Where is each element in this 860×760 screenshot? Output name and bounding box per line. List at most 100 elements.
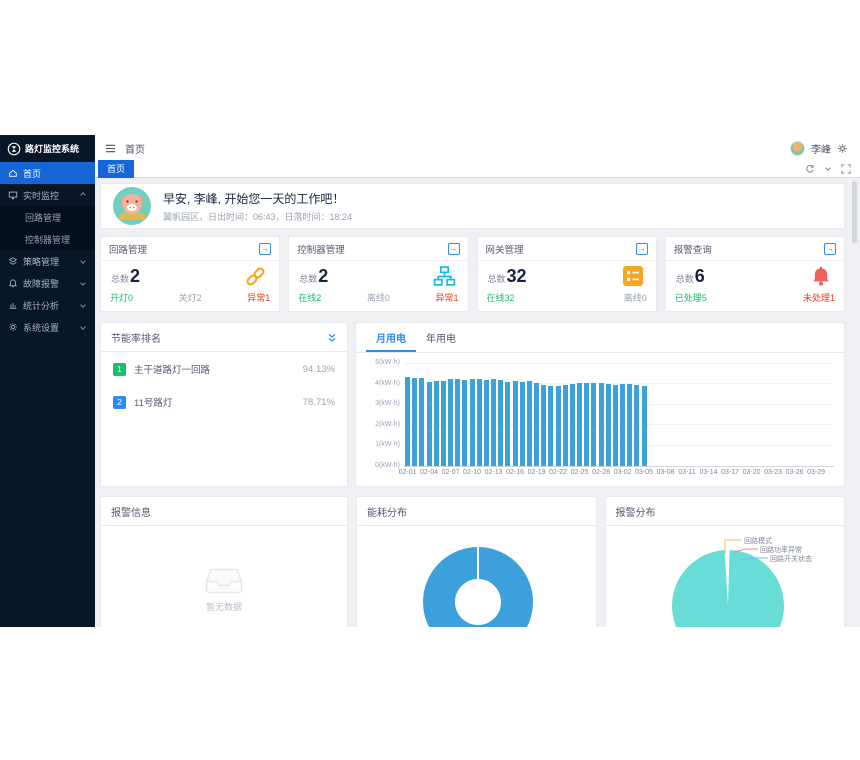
- sidebar-submenu: 回路管理 控制器管理: [0, 206, 95, 250]
- tab-monthly-usage[interactable]: 月用电: [366, 323, 416, 352]
- sitemap-icon: [433, 265, 455, 286]
- bar-chart-plot: 0(kW·h) 1(kW·h) 2(kW·h) 3(kW·h) 4(kW·h) 5(kW·…: [375, 359, 834, 476]
- energy-donut-chart: [423, 546, 533, 627]
- card-title: 回路管理: [109, 245, 148, 256]
- card-title: 报警查询: [673, 245, 712, 256]
- controller-total: 2: [318, 265, 329, 286]
- empty-state: 暂无数据: [101, 526, 347, 627]
- energy-distribution-panel: 能耗分布: [356, 496, 597, 627]
- alarm-total: 6: [694, 265, 705, 286]
- gear-icon: [9, 323, 17, 331]
- layers-icon: [8, 257, 18, 265]
- sidebar-nav: 首页 实时监控 回路管理 控制器管理: [0, 162, 95, 338]
- empty-inbox-icon: [205, 568, 243, 594]
- app-logo: 路灯监控系统: [0, 135, 95, 162]
- refresh-icon[interactable]: [805, 164, 815, 174]
- usage-tabs: 月用电 年用电: [356, 323, 844, 353]
- handled-stat: 已处理5: [674, 293, 707, 303]
- energy-usage-panel: 月用电 年用电 0(kW·h) 1(kW·h) 2(kW·h) 3(kW·h) 4(kW…: [355, 322, 845, 487]
- app-title: 路灯监控系统: [25, 144, 80, 154]
- pie-label-circuit-mode: 回路模式: [744, 536, 772, 545]
- pie-label-power-abnormal: 回路功率异常: [760, 545, 802, 554]
- rank-badge: 1: [113, 362, 126, 376]
- lights-off-stat: 关灯2: [178, 293, 202, 303]
- chevron-down-icon: [80, 280, 86, 286]
- card-title: 网关管理: [485, 245, 524, 256]
- sidebar-item-settings[interactable]: 系统设置: [0, 316, 95, 338]
- circuit-total: 2: [130, 265, 141, 286]
- offline-stat: 离线0: [623, 293, 647, 303]
- alert-bell-icon: [9, 279, 17, 288]
- welcome-banner: 早安, 李峰, 开始您一天的工作吧！ 翼帆园区，日出时间：06:43，日落时间：…: [100, 183, 845, 229]
- gateway-total: 32: [506, 265, 527, 286]
- sidebar-item-controller-mgmt[interactable]: 控制器管理: [25, 234, 71, 245]
- username[interactable]: 李峰: [811, 144, 831, 156]
- menu-collapse-icon[interactable]: [105, 143, 116, 154]
- panel-title: 报警分布: [615, 508, 656, 519]
- tab-home[interactable]: 首页: [98, 160, 135, 178]
- alarm-info-panel: 报警信息 暂无数据: [100, 496, 348, 627]
- alarm-distribution-panel: 报警分布 回路模式 回路功率异常 回路开关状态: [604, 496, 845, 627]
- stat-cards-row: 回路管理 → 总数2 开灯0 关灯2: [100, 236, 845, 312]
- sidebar-item-realtime-monitor[interactable]: 实时监控: [0, 184, 95, 206]
- main-area: 首页 李峰 首页: [95, 135, 860, 627]
- sidebar-item-home[interactable]: 首页: [0, 162, 95, 184]
- fullscreen-icon[interactable]: [841, 164, 851, 174]
- tab-yearly-usage[interactable]: 年用电: [426, 334, 456, 345]
- saving-rate: 94.13%: [302, 363, 335, 375]
- monitor-icon: [8, 191, 18, 200]
- gateway-card: 网关管理 → 总数32 在线32: [476, 236, 657, 312]
- goto-arrow-icon[interactable]: →: [259, 243, 272, 255]
- ranking-row[interactable]: 1 主干道路灯一回路 94.13%: [101, 352, 347, 385]
- mascot-avatar: [113, 187, 151, 225]
- top-header: 首页 李峰: [95, 135, 860, 161]
- user-avatar[interactable]: [790, 140, 805, 156]
- pie-label-switch-status: 回路开关状态: [770, 554, 812, 563]
- tab-bar: 首页: [95, 160, 860, 178]
- dashboard-content: 早安, 李峰, 开始您一天的工作吧！ 翼帆园区，日出时间：06:43，日落时间：…: [95, 178, 860, 627]
- goto-arrow-icon[interactable]: →: [447, 243, 460, 255]
- abnormal-stat: 异常1: [435, 293, 459, 303]
- goto-arrow-icon[interactable]: →: [635, 243, 648, 255]
- unhandled-stat: 未处理1: [802, 293, 835, 303]
- alarm-pie-chart: 回路模式 回路功率异常 回路开关状态: [671, 536, 812, 627]
- saving-rate: 78.71%: [302, 396, 335, 408]
- sidebar-item-strategy-mgmt[interactable]: 策略管理: [0, 250, 95, 272]
- logo-icon: [7, 142, 21, 155]
- link-icon: [246, 267, 265, 285]
- panel-title: 节能率排名: [111, 334, 161, 345]
- empty-text: 暂无数据: [205, 602, 242, 612]
- bar-stats-icon: [9, 302, 17, 309]
- circuit-name: 主干道路灯一回路: [134, 365, 211, 376]
- home-icon: [9, 169, 17, 177]
- energy-saving-ranking-panel: 节能率排名 1 主干道路灯一回路 94.13% 2 11号路灯 78.71%: [100, 322, 348, 487]
- park-sun-times: 翼帆园区，日出时间：06:43，日落时间：18:24: [163, 211, 353, 222]
- online-stat: 在线2: [298, 293, 322, 303]
- app-window: 路灯监控系统 首页 实时监控 回路管理: [0, 135, 860, 627]
- abnormal-stat: 异常1: [247, 293, 271, 303]
- alarm-query-card: 报警查询 → 总数6 已处理5 未处理1: [664, 236, 845, 312]
- circuit-name: 11号路灯: [134, 398, 173, 409]
- online-stat: 在线32: [486, 293, 515, 303]
- panel-title: 能耗分布: [367, 508, 407, 519]
- greeting-text: 早安, 李峰, 开始您一天的工作吧！: [163, 191, 345, 206]
- sidebar: 路灯监控系统 首页 实时监控 回路管理: [0, 135, 95, 627]
- sidebar-item-circuit-mgmt[interactable]: 回路管理: [25, 212, 62, 223]
- vertical-scrollbar[interactable]: [852, 181, 857, 243]
- sidebar-item-fault-alarm[interactable]: 故障报警: [0, 272, 95, 294]
- panel-title: 报警信息: [111, 508, 151, 519]
- middle-row: 节能率排名 1 主干道路灯一回路 94.13% 2 11号路灯 78.71%: [100, 322, 845, 487]
- rank-badge: 2: [113, 395, 126, 409]
- list-panel-icon: [622, 266, 643, 286]
- gear-icon[interactable]: [837, 143, 848, 154]
- breadcrumb[interactable]: 首页: [125, 144, 145, 156]
- chevron-down-icon[interactable]: [825, 165, 831, 171]
- double-chevron-down-icon[interactable]: [327, 333, 337, 343]
- chevron-down-icon: [80, 258, 86, 264]
- goto-arrow-icon[interactable]: →: [824, 243, 836, 255]
- sidebar-item-statistics[interactable]: 统计分析: [0, 294, 95, 316]
- circuit-card: 回路管理 → 总数2 开灯0 关灯2: [100, 236, 281, 312]
- bell-icon: [813, 266, 829, 286]
- ranking-row[interactable]: 2 11号路灯 78.71%: [101, 385, 347, 418]
- bottom-row: 报警信息 暂无数据 能耗分布: [100, 496, 845, 627]
